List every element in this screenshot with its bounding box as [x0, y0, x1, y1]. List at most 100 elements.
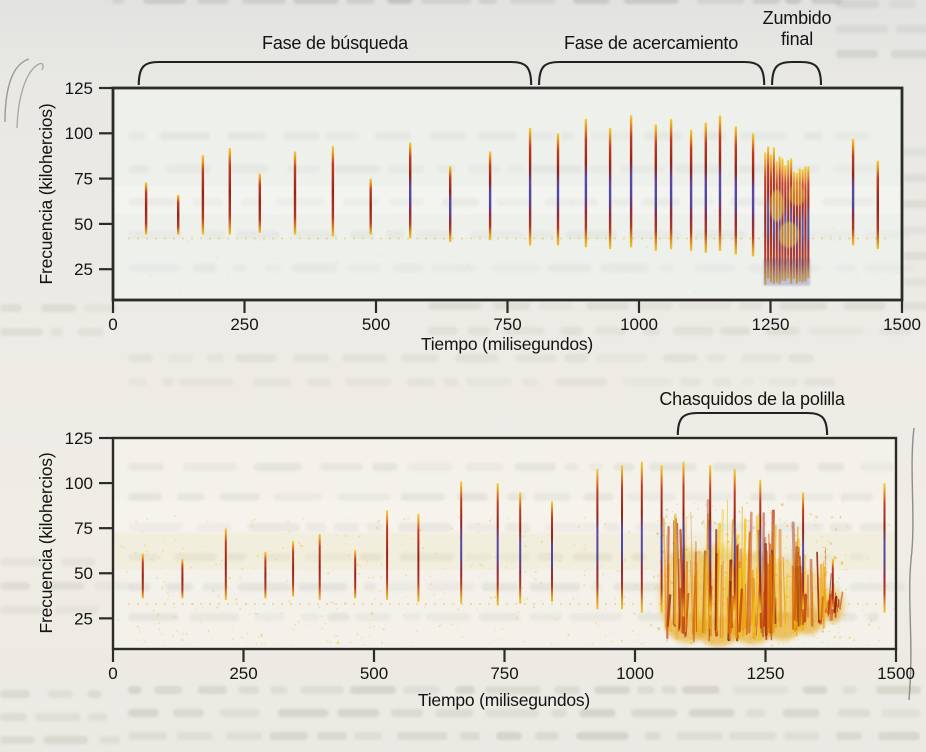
annotation-approach-phase: Fase de acercamiento: [563, 33, 739, 53]
page-edge-line: [908, 427, 915, 701]
echolocation-pulse: [144, 182, 148, 235]
echolocation-pulse: [851, 138, 855, 246]
buzz-pulse: [804, 166, 807, 282]
moth-click-streak: [662, 517, 667, 631]
moth-click-streak: [692, 575, 697, 635]
moth-click-streak: [777, 558, 781, 634]
echolocation-pulse: [293, 151, 297, 235]
echolocation-pulse: [488, 151, 492, 241]
moth-click-streak: [685, 516, 687, 633]
annotation-moth-clicks: Chasquidos de la polilla: [659, 389, 845, 409]
echolocation-pulse: [733, 468, 736, 613]
echolocation-pulse: [551, 501, 553, 603]
y-tick-label: 125: [65, 79, 93, 98]
echolocation-pulse: [354, 549, 357, 599]
echolocation-pulse: [876, 160, 879, 250]
moth-click-streak: [673, 513, 679, 640]
y-tick-label: 75: [74, 170, 93, 189]
echolocation-pulse: [802, 492, 805, 610]
echolocation-pulse: [417, 513, 420, 603]
moth-click-streak: [719, 564, 723, 638]
echolocation-pulse: [201, 155, 205, 235]
echolocation-pulse: [292, 540, 295, 597]
buzz-pulse: [787, 159, 790, 279]
moth-click-streak: [720, 508, 724, 642]
x-axis-label-bottom: Tiempo (milisegundos): [417, 690, 591, 710]
moth-click-streak: [782, 556, 786, 625]
echolocation-pulse: [689, 129, 693, 252]
y-tick-label: 75: [74, 519, 93, 538]
echolocation-pulse: [883, 483, 886, 613]
buzz-pulse: [769, 154, 772, 283]
echolocation-pulse: [386, 510, 389, 601]
x-tick-label: 250: [230, 315, 258, 334]
echolocation-pulse: [682, 461, 685, 617]
x-tick-label: 250: [229, 664, 257, 683]
echolocation-pulse: [460, 481, 463, 604]
moth-click-streak: [823, 590, 828, 608]
moth-click-streak: [796, 547, 800, 623]
x-tick-label: 1000: [616, 664, 654, 683]
y-axis-label-top: Frecuencia (kilohercios): [36, 103, 56, 285]
echolocation-pulse: [704, 122, 707, 253]
moth-click-streak: [818, 563, 823, 621]
moth-click-streak: [747, 511, 753, 634]
moth-click-streak: [699, 596, 704, 632]
echolocation-pulse: [331, 146, 335, 237]
moth-click-streak: [772, 524, 777, 632]
buzz-pulse: [807, 166, 810, 279]
x-tick-label: 1250: [747, 664, 785, 683]
buzz-pulse: [764, 152, 767, 286]
annotation-brace: [676, 411, 829, 436]
moth-click-streak: [809, 558, 814, 627]
buzz-pulse: [781, 158, 784, 281]
y-tick-label: 125: [65, 429, 93, 448]
echolocation-pulse: [519, 492, 522, 604]
echolocation-pulse: [596, 468, 599, 610]
moth-click-streak: [678, 587, 683, 633]
x-tick-label: 0: [108, 315, 117, 334]
x-tick-label: 1500: [877, 664, 915, 683]
x-tick-label: 500: [362, 315, 390, 334]
moth-click-streak: [738, 588, 744, 633]
echolocation-pulse: [181, 558, 184, 599]
x-tick-label: 0: [108, 664, 117, 683]
echolocation-pulse: [654, 124, 657, 251]
moth-click-streak: [772, 524, 775, 632]
echolocation-pulse: [556, 133, 560, 246]
echolocation-pulse: [228, 147, 231, 235]
moth-click-streak: [745, 531, 751, 636]
annotation-search-phase: Fase de búsqueda: [262, 33, 408, 53]
buzz-pulse: [767, 146, 770, 279]
echolocation-pulse: [621, 465, 623, 610]
page-curl-mark: [16, 62, 44, 129]
x-tick-label: 500: [360, 664, 388, 683]
moth-click-streak: [793, 545, 798, 621]
moth-click-streak: [676, 522, 681, 630]
echolocation-pulse: [734, 126, 737, 255]
echolocation-pulse: [584, 118, 588, 248]
y-tick-label: 100: [65, 474, 93, 493]
spectrogram-top-plot: [124, 115, 899, 293]
moth-click-streak: [714, 529, 718, 632]
page-curl-mark: [4, 58, 30, 123]
moth-click-streak: [839, 591, 844, 610]
echolocation-pulse: [759, 479, 762, 613]
annotation-brace: [137, 60, 533, 86]
moth-click-streak: [778, 528, 782, 628]
echolocation-pulse: [369, 178, 372, 235]
echolocation-pulse: [608, 127, 612, 250]
moth-click-streak: [762, 574, 768, 627]
echolocation-pulse: [318, 533, 321, 601]
moth-click-streak: [798, 555, 804, 626]
x-axis-label-top: Tiempo (milisegundos): [420, 334, 594, 354]
echolocation-pulse: [629, 115, 633, 248]
y-tick-label: 25: [74, 609, 93, 628]
moth-click-streak: [741, 593, 747, 628]
moth-click-streak: [664, 534, 668, 628]
y-tick-label: 50: [74, 215, 93, 234]
